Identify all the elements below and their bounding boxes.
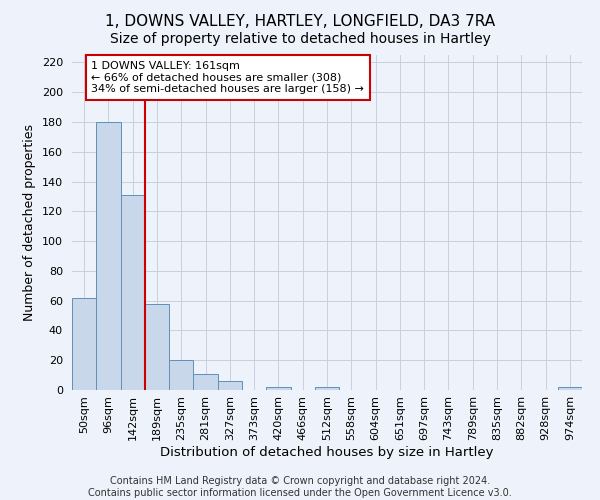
Text: Size of property relative to detached houses in Hartley: Size of property relative to detached ho… [110,32,490,46]
Bar [72,298,96,390]
Bar [145,304,169,390]
Bar [96,122,121,390]
Bar [315,387,339,390]
Bar [558,387,582,390]
Bar [266,387,290,390]
Bar [193,374,218,390]
X-axis label: Distribution of detached houses by size in Hartley: Distribution of detached houses by size … [160,446,494,458]
Bar [169,360,193,390]
Bar [121,195,145,390]
Y-axis label: Number of detached properties: Number of detached properties [23,124,36,321]
Bar [218,381,242,390]
Text: 1 DOWNS VALLEY: 161sqm
← 66% of detached houses are smaller (308)
34% of semi-de: 1 DOWNS VALLEY: 161sqm ← 66% of detached… [91,61,364,94]
Text: 1, DOWNS VALLEY, HARTLEY, LONGFIELD, DA3 7RA: 1, DOWNS VALLEY, HARTLEY, LONGFIELD, DA3… [105,14,495,29]
Text: Contains HM Land Registry data © Crown copyright and database right 2024.
Contai: Contains HM Land Registry data © Crown c… [88,476,512,498]
